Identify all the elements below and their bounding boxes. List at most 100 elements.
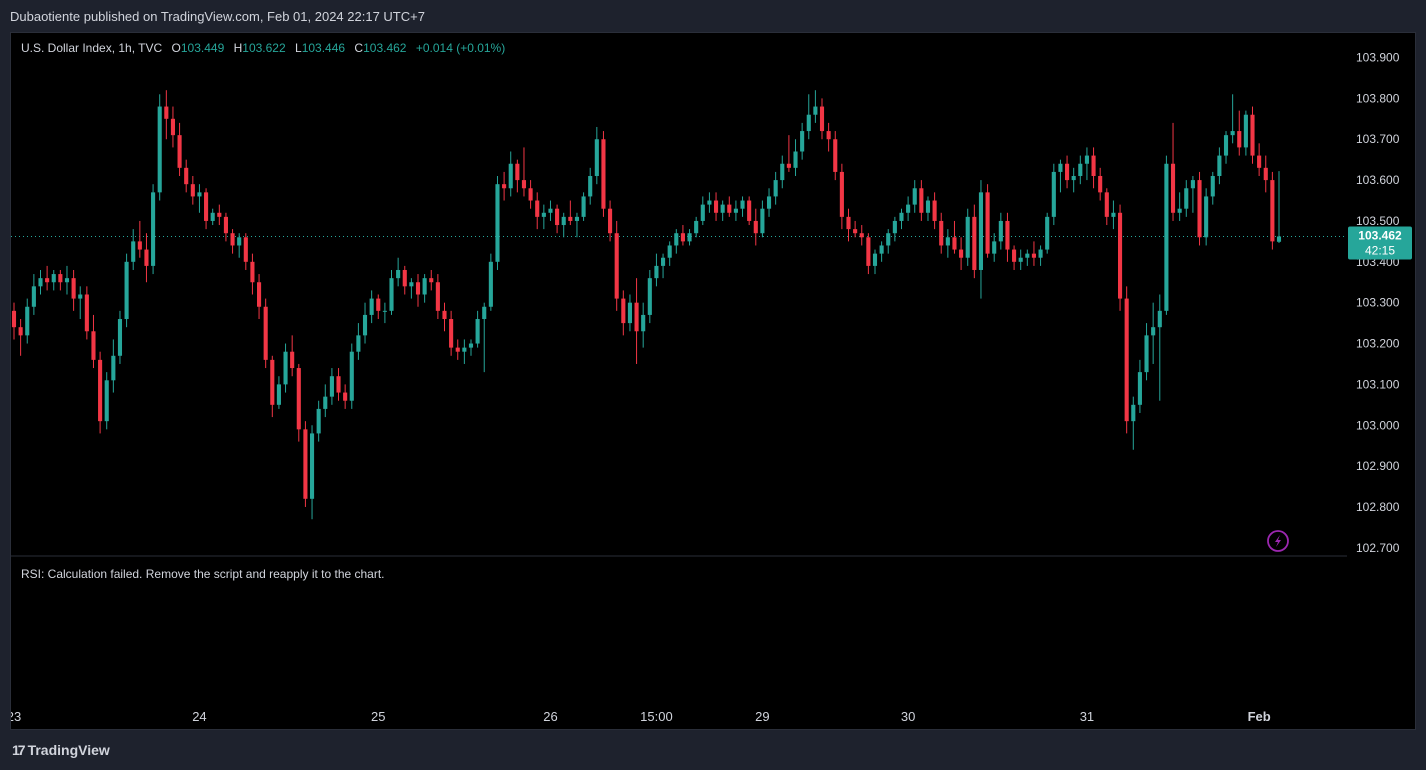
candle	[409, 278, 414, 299]
candle	[1131, 396, 1136, 450]
candle-body	[276, 384, 281, 405]
candle-body	[210, 212, 215, 221]
symbol-legend[interactable]: U.S. Dollar Index, 1h, TVC O103.449 H103…	[21, 41, 505, 55]
price-tick-label: 103.600	[1356, 173, 1400, 187]
candle	[462, 339, 467, 364]
candle-body	[309, 433, 315, 499]
tradingview-logo[interactable]: 17 TradingView	[12, 742, 110, 758]
candle-body	[25, 306, 30, 336]
candle-body	[548, 208, 553, 213]
time-tick-label: Feb	[1248, 709, 1271, 724]
candle	[1078, 155, 1083, 185]
candle	[396, 257, 401, 287]
candle	[614, 220, 619, 311]
candle-body	[64, 278, 70, 283]
candle-body	[561, 216, 566, 226]
price-tick-label: 102.700	[1356, 541, 1400, 555]
candle	[45, 265, 50, 291]
candle	[892, 216, 897, 242]
candlestick-chart[interactable]: 60.0040.00 103.900103.800103.700103.6001…	[11, 33, 1416, 730]
candle-body	[422, 278, 427, 295]
candle	[190, 176, 195, 205]
candle	[535, 192, 540, 230]
published-text: Dubaotiente published on TradingView.com…	[10, 9, 425, 24]
lightning-bolt-icon[interactable]	[1267, 530, 1289, 552]
chart-frame[interactable]: 60.0040.00 103.900103.800103.700103.6001…	[10, 32, 1416, 730]
candle	[661, 253, 666, 279]
price-tick-label: 103.000	[1356, 418, 1400, 432]
candle-body	[1270, 180, 1275, 242]
candle	[1164, 155, 1169, 315]
candle	[184, 159, 189, 193]
candle-body	[707, 200, 712, 205]
candle-body	[528, 188, 533, 201]
candle-body	[449, 319, 454, 348]
candle-body	[1111, 212, 1116, 217]
candle	[634, 278, 639, 364]
candle-body	[1164, 163, 1169, 311]
candle-body	[846, 216, 851, 230]
candle	[64, 265, 70, 295]
candle-body	[435, 282, 440, 311]
candle	[296, 363, 301, 442]
candle-body	[111, 355, 116, 381]
candle-body	[18, 327, 23, 336]
candle-body	[170, 118, 176, 136]
candle	[952, 220, 957, 254]
candle-body	[766, 196, 772, 209]
candle	[866, 233, 871, 275]
candle	[1263, 155, 1268, 193]
candle-body	[429, 278, 434, 283]
candle	[1045, 212, 1050, 254]
time-tick-label: 24	[192, 709, 206, 724]
change-value: +0.014 (+0.01%)	[415, 41, 506, 55]
candle	[1270, 171, 1275, 250]
candle	[1210, 171, 1215, 205]
tradingview-logo-icon: 17	[12, 742, 26, 758]
candle-body	[833, 139, 838, 172]
candle	[647, 269, 652, 324]
candle-body	[323, 396, 328, 409]
candle	[475, 310, 480, 348]
candle	[919, 180, 924, 221]
candle	[680, 225, 685, 246]
candle-body	[594, 139, 599, 177]
candle	[1124, 286, 1129, 434]
candle	[151, 184, 156, 275]
candle-body	[223, 216, 228, 234]
candle	[1197, 171, 1202, 246]
candle-body	[124, 261, 129, 320]
candle-body	[985, 192, 990, 254]
candle	[223, 212, 228, 242]
candle-body	[952, 237, 957, 250]
candle-body	[647, 278, 652, 315]
candle	[1276, 171, 1282, 244]
candle	[833, 131, 838, 181]
candle-body	[680, 233, 685, 242]
candle	[58, 269, 63, 291]
candle	[773, 171, 778, 205]
candle	[839, 163, 844, 230]
candle	[1084, 147, 1089, 181]
candle	[581, 192, 586, 221]
candle-body	[151, 192, 156, 266]
candle-body	[197, 192, 202, 197]
candle	[369, 290, 374, 324]
candle-body	[250, 261, 255, 283]
candle-body	[1197, 180, 1202, 238]
candle	[1012, 245, 1017, 270]
price-tick-label: 102.900	[1356, 459, 1400, 473]
candle-body	[71, 278, 76, 299]
candle	[157, 94, 162, 201]
candle	[144, 233, 149, 283]
candle	[912, 180, 917, 213]
candle	[1031, 241, 1037, 266]
candle-body	[11, 310, 17, 328]
candle	[230, 229, 235, 254]
candle	[1204, 188, 1209, 246]
candle	[555, 204, 560, 234]
candle-body	[382, 310, 387, 312]
candle-body	[256, 282, 262, 307]
candle-body	[521, 180, 527, 189]
